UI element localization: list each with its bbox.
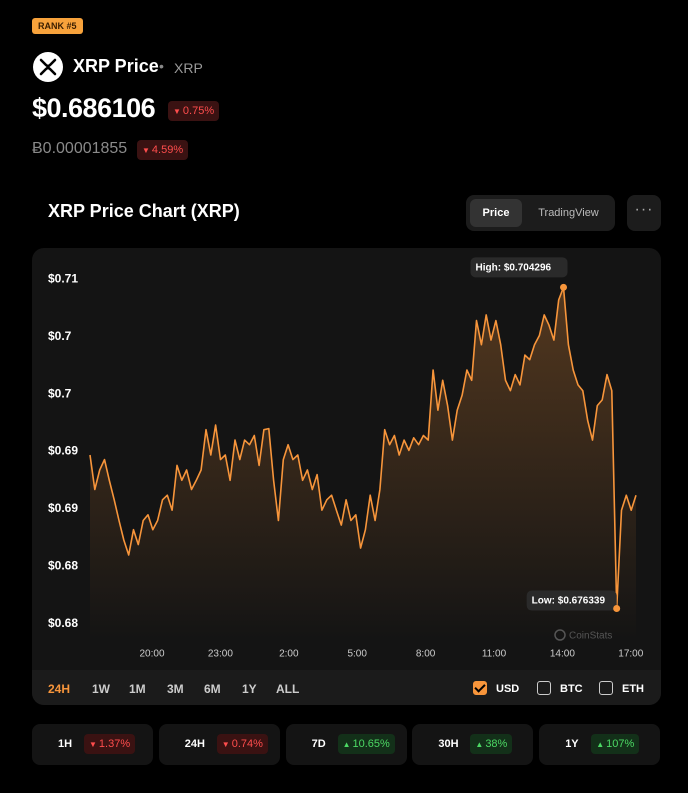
annotation-box [470, 257, 568, 278]
area [90, 287, 636, 640]
y-tick-label: $0.71 [48, 271, 78, 285]
checkbox-label[interactable]: USD [496, 683, 520, 695]
x-tick-label: 23:00 [208, 649, 233, 660]
tab[interactable]: Price [470, 199, 522, 227]
coin-name: XRP Price [73, 56, 159, 76]
stat-period: 24H [184, 738, 205, 750]
stat-card: 24H 0.74% [158, 724, 280, 765]
stat-card: 1Y 107% [539, 724, 661, 765]
annotation-box [526, 590, 617, 611]
y-tick-label: $0.68 [48, 559, 78, 573]
range-button[interactable]: 1Y [242, 682, 257, 696]
x-tick-label: 5:00 [347, 649, 367, 660]
stat-period: 7D [311, 738, 326, 750]
x-tick-label: 2:00 [279, 649, 299, 660]
toolbar: 24H 1W 1M 3M 6M 1Y ALL USD BTC ETH [32, 670, 661, 705]
stat-period: 1Y [565, 738, 579, 750]
range-button[interactable]: 24H [48, 682, 71, 696]
x-tick-label: 8:00 [416, 649, 436, 660]
range-button[interactable]: 6M [204, 682, 221, 696]
y-tick-label: $0.69 [48, 444, 78, 458]
checkbox[interactable] [537, 681, 551, 695]
y-tick-label: $0.69 [48, 501, 78, 515]
tab[interactable]: TradingView [538, 207, 599, 219]
range-button[interactable]: 1M [129, 682, 146, 696]
range-button[interactable]: 3M [167, 682, 184, 696]
logo [33, 52, 63, 82]
tab-group: Price TradingView [466, 195, 615, 231]
price-change: 0.75% [168, 101, 220, 121]
annotation: High: $0.704296 [476, 262, 552, 273]
coin-symbol: XRP [174, 60, 203, 76]
stat-card: 1H 1.37% [32, 724, 153, 765]
checkbox-label[interactable]: BTC [560, 683, 583, 695]
extreme-point [613, 605, 621, 613]
stat-card: 7D 10.65% [285, 724, 407, 765]
x-tick-label: 11:00 [482, 649, 507, 660]
range-button[interactable]: ALL [276, 682, 300, 696]
annotation: Low: $0.676339 [532, 596, 606, 607]
checkbox[interactable] [473, 681, 487, 695]
stat-card: 30H 38% [412, 724, 534, 765]
y-tick-label: $0.68 [48, 616, 78, 630]
chart: $0.71 $0.7 $0.7 $0.69 $0.69 $0.68 $0.68 20:00 23… [48, 257, 644, 660]
stat-change: 1.37% [84, 734, 136, 754]
price: $0.686106 [32, 93, 156, 123]
extreme-point [560, 283, 568, 291]
range-button[interactable]: 1W [92, 682, 110, 696]
separator: • [159, 58, 164, 74]
more-button[interactable]: ··· [627, 195, 661, 231]
checkbox[interactable] [599, 681, 613, 695]
chart-title: XRP Price Chart (XRP) [48, 201, 240, 221]
stat-period: 1H [58, 738, 73, 750]
x-tick-label: 20:00 [139, 649, 164, 660]
stat-period: 30H [438, 738, 459, 750]
stat-change: 38% [470, 734, 513, 754]
checkbox-label[interactable]: ETH [622, 683, 644, 695]
stat-change: 107% [591, 734, 640, 754]
stat-change: 10.65% [337, 734, 395, 754]
btc-price: Ƀ0.00001855 [32, 140, 128, 157]
x-tick-label: 17:00 [618, 649, 643, 660]
rank-badge: RANK #5 [32, 18, 83, 34]
chart-card: $0.71 $0.7 $0.7 $0.69 $0.69 $0.68 $0.68 20:00 23… [32, 248, 661, 705]
stat-change: 0.74% [216, 734, 268, 754]
btc-change: 4.59% [137, 140, 189, 160]
x-tick-label: 14:00 [550, 649, 575, 660]
y-tick-label: $0.7 [48, 329, 72, 343]
price-line [89, 286, 637, 610]
y-tick-label: $0.7 [48, 386, 72, 400]
